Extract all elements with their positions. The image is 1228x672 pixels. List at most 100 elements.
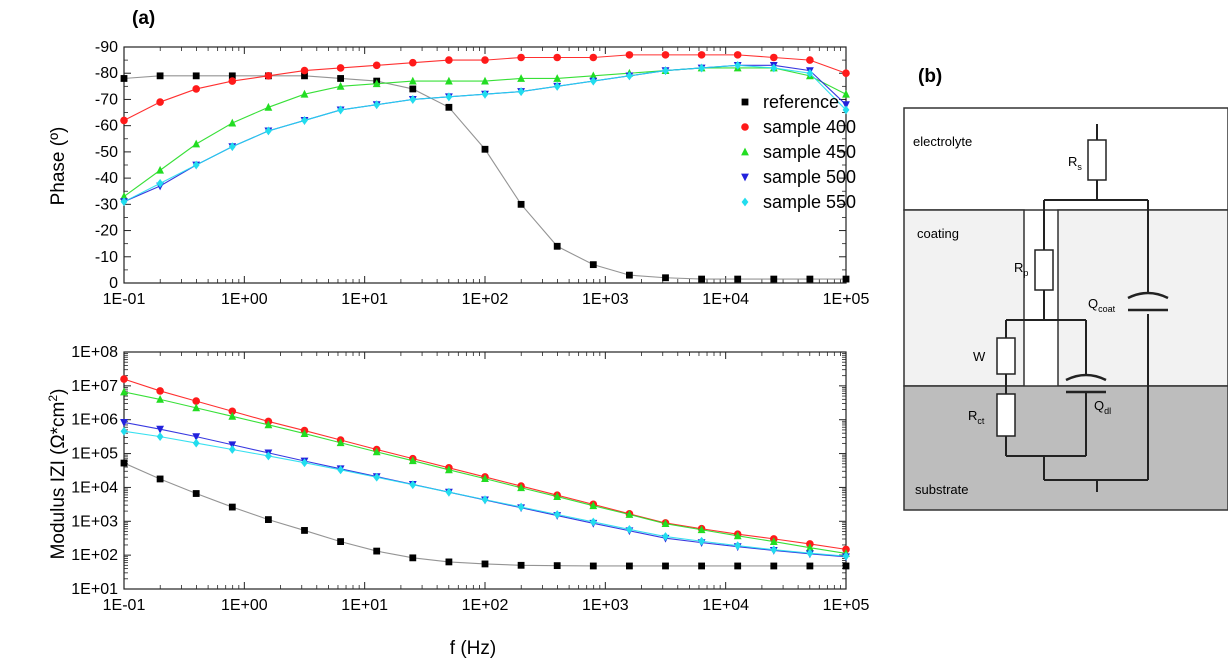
data-point-sample-550 (192, 160, 200, 170)
panel-b-label: (b) (918, 66, 942, 87)
x-tick-label: 1E+03 (582, 597, 629, 614)
data-point-sample-550 (409, 95, 417, 104)
fit-line-sample-550 (123, 64, 847, 203)
data-point-sample-450 (553, 492, 562, 500)
data-point-sample-450 (445, 465, 453, 474)
data-point-sample-550 (770, 63, 778, 73)
data-point-sample-400 (625, 51, 634, 59)
data-point-reference (156, 72, 164, 80)
data-point-reference (409, 85, 417, 93)
data-point-sample-450 (336, 438, 345, 447)
x-tick-label: 1E-01 (103, 291, 146, 308)
data-point-sample-450 (589, 501, 598, 510)
data-point-reference (806, 562, 814, 570)
panel-a-label: (a) (132, 8, 155, 29)
data-point-reference (337, 75, 344, 82)
x-tick-label: 1E+01 (341, 597, 388, 614)
data-point-sample-400 (156, 98, 164, 106)
x-tick-label: 1E+02 (462, 291, 509, 308)
y-tick-label: 1E+05 (71, 446, 118, 463)
y-tick-label: 1E+02 (71, 547, 118, 564)
fit-line-sample-500 (123, 64, 847, 203)
data-point-sample-500 (192, 433, 201, 442)
data-point-sample-450 (481, 76, 489, 85)
data-point-sample-550 (481, 495, 489, 505)
y-tick-label: -10 (95, 249, 118, 266)
x-tick-label: 1E+03 (582, 291, 629, 308)
x-tick-label: 1E+04 (702, 597, 749, 614)
data-point-sample-450 (733, 531, 742, 540)
data-point-sample-550 (120, 197, 128, 207)
data-point-sample-400 (192, 85, 200, 93)
coating-layer-right (1057, 209, 1228, 387)
data-point-reference (626, 271, 633, 279)
data-point-sample-550 (589, 76, 597, 86)
data-point-sample-550 (228, 445, 236, 454)
data-point-sample-550 (553, 81, 561, 91)
data-point-sample-450 (408, 456, 417, 465)
y-tick-label: 1E+01 (71, 581, 118, 598)
data-point-sample-400 (445, 56, 453, 64)
y-tick-label: 1E+03 (71, 513, 118, 530)
data-point-sample-550 (192, 438, 200, 448)
data-point-sample-450 (661, 519, 670, 528)
data-point-sample-550 (445, 92, 453, 102)
data-point-reference (156, 475, 164, 483)
legend-marker-sample-500 (741, 173, 749, 182)
data-point-sample-450 (445, 76, 453, 85)
data-point-sample-450 (300, 429, 309, 437)
data-point-sample-400 (300, 66, 309, 75)
data-point-sample-550 (734, 60, 742, 70)
data-point-reference (265, 516, 272, 523)
rp-label: Rp (1014, 260, 1028, 278)
data-point-reference (589, 562, 597, 570)
data-point-reference (301, 527, 308, 534)
data-point-sample-550 (156, 178, 164, 188)
data-point-sample-400 (264, 72, 273, 80)
data-point-sample-550 (662, 66, 669, 75)
data-point-reference (626, 562, 633, 570)
data-point-sample-450 (300, 89, 309, 98)
data-point-sample-550 (806, 68, 814, 78)
data-point-sample-450 (481, 474, 489, 483)
y-tick-label: -80 (95, 65, 118, 82)
data-point-sample-450 (336, 81, 345, 90)
qcoat-label: Qcoat (1088, 296, 1116, 314)
data-point-sample-450 (517, 483, 525, 492)
x-tick-label: 1E-01 (103, 597, 146, 614)
w-label: W (973, 349, 986, 364)
data-point-sample-450 (372, 79, 381, 88)
modulus-chart: 1E-01 1E+00 1E+01 1E+02 1E+03 1E+04 1E+05 1E+08… (71, 344, 869, 614)
data-point-reference (120, 459, 128, 467)
electrolyte-label: electrolyte (913, 134, 972, 149)
data-point-reference (662, 274, 669, 282)
data-point-sample-550 (228, 142, 236, 152)
data-point-sample-400 (553, 53, 561, 62)
data-point-sample-550 (265, 451, 272, 461)
data-point-sample-400 (697, 51, 706, 59)
data-point-reference (770, 562, 778, 570)
data-point-sample-550 (806, 548, 814, 558)
data-point-sample-450 (228, 411, 237, 420)
y-tick-label: -70 (95, 91, 118, 108)
data-point-reference (553, 242, 561, 250)
data-point-sample-400 (733, 51, 742, 59)
data-point-reference (662, 562, 669, 570)
x-tick-label: 1E+05 (823, 597, 870, 614)
data-point-reference (806, 275, 814, 283)
data-point-sample-400 (156, 387, 164, 395)
data-point-sample-400 (120, 375, 128, 383)
legend-marker-reference (741, 98, 749, 106)
data-point-reference (842, 275, 850, 283)
data-point-sample-450 (120, 192, 128, 200)
modulus-y-axis-label: Modulus IZI (Ω*cm2) (46, 389, 69, 560)
data-point-sample-400 (661, 51, 670, 59)
data-point-sample-500 (120, 419, 128, 427)
data-point-sample-550 (120, 426, 128, 436)
data-point-reference (228, 72, 236, 80)
data-point-reference (770, 275, 778, 283)
data-point-sample-450 (264, 420, 273, 429)
data-point-sample-450 (806, 543, 814, 552)
y-tick-label: -50 (95, 144, 118, 161)
legend-marker-sample-550 (741, 197, 749, 207)
